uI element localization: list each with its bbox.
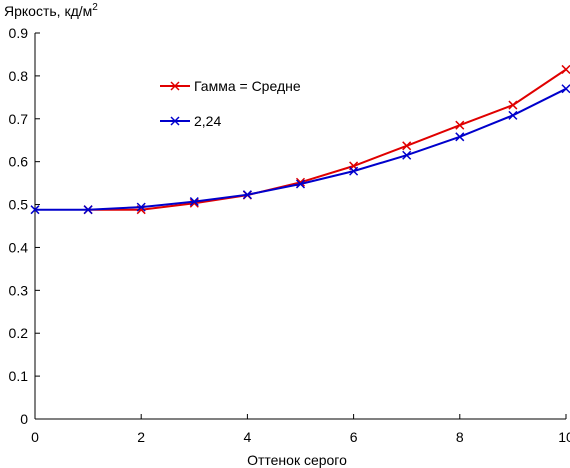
- y-tick-label: 0.2: [9, 325, 29, 341]
- x-axis-title: Оттенок серого: [247, 452, 347, 468]
- data-point-marker: [30, 205, 40, 215]
- series-1: [83, 64, 570, 215]
- data-point-marker: [349, 166, 359, 176]
- x-tick-label: 6: [350, 429, 358, 445]
- data-point-marker: [455, 132, 465, 142]
- chart-axes: [34, 33, 566, 420]
- y-tick-label: 0.6: [9, 154, 29, 170]
- data-point-marker: [402, 141, 412, 151]
- legend-label-series-1: Гамма = Средне: [194, 78, 301, 94]
- data-point-marker: [402, 150, 412, 160]
- y-tick-label: 0.7: [9, 111, 29, 127]
- x-tick-label: 0: [31, 429, 39, 445]
- data-point-marker: [136, 202, 146, 212]
- y-axis-ticks: 0 0.1 0.2 0.3 0.4 0.5 0.6 0.7 0.8 0.9: [9, 25, 40, 427]
- data-point-marker: [455, 120, 465, 130]
- y-tick-label: 0.1: [9, 368, 29, 384]
- data-point-marker: [242, 190, 252, 200]
- data-point-marker: [295, 179, 306, 189]
- legend-marker-series-1: [170, 81, 180, 91]
- legend: Гамма = Средне 2,24: [160, 78, 301, 129]
- y-tick-label: 0.5: [9, 197, 29, 213]
- y-tick-label: 0.4: [9, 239, 29, 255]
- y-axis-title: Яркость, кд/м2: [4, 2, 98, 19]
- series-2: [30, 84, 570, 215]
- legend-marker-series-2: [170, 116, 180, 126]
- data-point-marker: [561, 84, 570, 94]
- data-point-marker: [561, 64, 570, 74]
- series-line: [88, 68, 567, 211]
- y-tick-label: 0.3: [9, 282, 29, 298]
- data-point-marker: [83, 205, 93, 215]
- series-layer: [30, 64, 570, 215]
- y-tick-label: 0: [20, 411, 28, 427]
- y-tick-label: 0.8: [9, 68, 29, 84]
- data-point-marker: [189, 197, 199, 207]
- series-line: [35, 87, 567, 211]
- x-tick-label: 4: [244, 429, 252, 445]
- legend-entry-series-1: Гамма = Средне: [160, 78, 301, 94]
- x-tick-label: 8: [456, 429, 464, 445]
- data-point-marker: [508, 100, 518, 110]
- x-axis-ticks: 0 2 4 6 8 10: [31, 414, 570, 445]
- x-tick-label: 2: [137, 429, 145, 445]
- data-point-marker: [508, 110, 518, 120]
- y-tick-label: 0.9: [9, 25, 29, 41]
- legend-label-series-2: 2,24: [194, 113, 221, 129]
- x-tick-label: 10: [558, 429, 570, 445]
- legend-entry-series-2: 2,24: [160, 113, 221, 129]
